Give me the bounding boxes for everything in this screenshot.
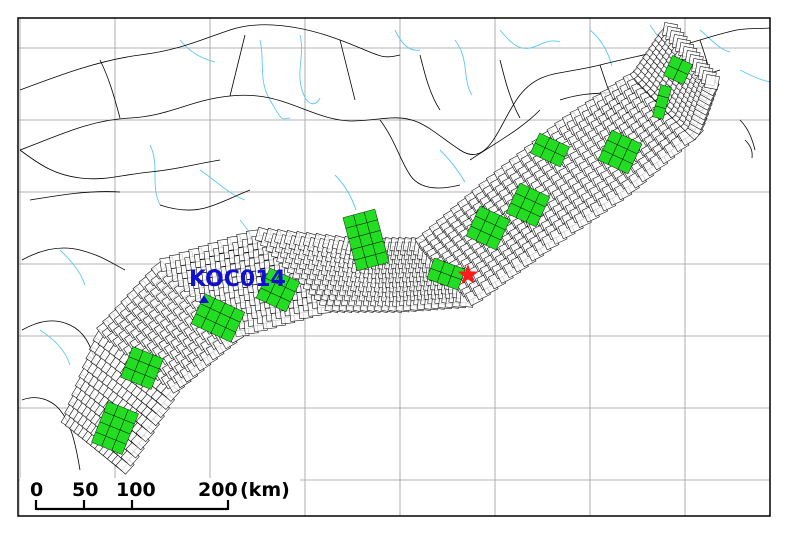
asperity-patch — [91, 401, 139, 455]
asperity-patch — [426, 257, 466, 291]
scale-tick-100: 100 — [116, 479, 156, 501]
asperity-cell — [525, 212, 541, 228]
asperity-patch — [530, 132, 570, 168]
asperity-cell — [652, 105, 667, 120]
asperity-cell — [550, 152, 566, 168]
scale-bar: 0 50 100 200 (km) — [20, 478, 300, 516]
scale-tick-0: 0 — [30, 479, 43, 501]
asperity-patch — [342, 208, 390, 272]
subfault-mesh — [60, 22, 720, 475]
station-koc014: KOC014 — [189, 267, 286, 303]
asperity-cell — [111, 439, 127, 455]
asperity-cell — [220, 327, 236, 343]
asperity-patch — [652, 84, 672, 120]
asperity-patch — [190, 293, 246, 343]
asperity-cell — [485, 235, 501, 251]
asperity-cell — [375, 251, 390, 266]
subfault-cell — [704, 74, 720, 90]
asperity-patch — [663, 55, 693, 85]
asperity-cell — [673, 69, 689, 85]
asperity-patch — [505, 182, 551, 228]
asperity-cell — [447, 275, 462, 291]
scale-unit: (km) — [240, 479, 290, 501]
scale-tick-50: 50 — [72, 479, 98, 501]
epicenter-star-icon — [457, 264, 479, 284]
map-frame — [17, 17, 771, 517]
asperity-patch — [255, 267, 301, 313]
station-triangle-icon — [199, 295, 209, 303]
asperity-cell — [140, 374, 156, 390]
station-label: KOC014 — [189, 267, 286, 292]
scale-tick-200: 200 — [198, 479, 238, 501]
asperity-patch — [597, 129, 643, 175]
asperity-patches — [91, 55, 693, 455]
asperity-patch — [120, 346, 164, 390]
asperity-cell — [275, 297, 291, 313]
asperity-cell — [617, 159, 633, 175]
asperity-patch — [465, 205, 511, 251]
